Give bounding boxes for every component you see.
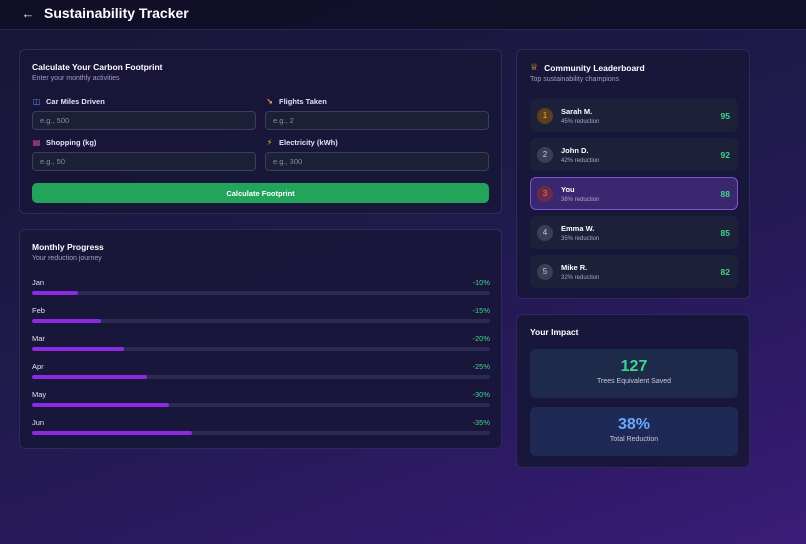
leaderboard-entry[interactable]: 4 Emma W. 35% reduction 85 — [530, 216, 738, 249]
progress-fill — [32, 291, 78, 295]
progress-track — [32, 431, 490, 435]
progress-track — [32, 347, 490, 351]
rank-badge: 4 — [537, 225, 553, 241]
progress-fill — [32, 431, 193, 435]
progress-title: Monthly Progress — [32, 242, 104, 252]
flights-label-text: Flights Taken — [279, 97, 327, 106]
trophy-icon: ♕ — [530, 62, 539, 72]
electricity-label: ⚡ Electricity (kWh) — [265, 138, 338, 147]
electricity-input[interactable] — [265, 152, 489, 171]
progress-track — [32, 291, 490, 295]
leaderboard-card: ♕ Community Leaderboard Top sustainabili… — [516, 49, 750, 299]
entry-reduction: 42% reduction — [561, 158, 600, 164]
entry-name: Emma W. — [561, 224, 595, 233]
rank-badge: 3 — [537, 186, 553, 202]
progress-track — [32, 375, 490, 379]
progress-percent: -25% — [472, 362, 490, 371]
progress-month: Apr — [32, 362, 44, 371]
entry-score: 95 — [720, 111, 730, 121]
progress-row-apr: Apr -25% — [32, 362, 490, 384]
progress-month: Mar — [32, 334, 45, 343]
progress-row-jun: Jun -35% — [32, 418, 490, 440]
entry-score: 92 — [720, 150, 730, 160]
stat-label: Total Reduction — [609, 436, 659, 443]
progress-month: May — [32, 390, 47, 399]
flights-label: ↘ Flights Taken — [265, 97, 327, 106]
leaderboard-header: ♕ Community Leaderboard — [530, 62, 736, 73]
leaderboard-entry-current-user[interactable]: 3 You 38% reduction 88 — [530, 177, 738, 210]
arrow-left-icon[interactable]: ← — [21, 6, 35, 21]
progress-month: Jan — [32, 278, 45, 287]
shopping-label: ▤ Shopping (kg) — [32, 138, 97, 147]
car-miles-input[interactable] — [32, 111, 256, 130]
monthly-progress-card: Monthly Progress Your reduction journey … — [19, 229, 502, 449]
leaderboard-title: Community Leaderboard — [544, 62, 645, 73]
entry-reduction: 35% reduction — [561, 236, 600, 242]
progress-row-may: May -30% — [32, 390, 490, 412]
progress-row-jan: Jan -10% — [32, 278, 490, 300]
progress-percent: -15% — [472, 306, 490, 315]
entry-name: Sarah M. — [561, 107, 593, 116]
calculator-subtitle: Enter your monthly activities — [32, 75, 120, 82]
flights-input[interactable] — [265, 111, 489, 130]
top-bar: ← Sustainability Tracker — [0, 0, 806, 30]
progress-fill — [32, 347, 124, 351]
entry-score: 85 — [720, 228, 730, 238]
leaderboard-entry[interactable]: 2 John D. 42% reduction 92 — [530, 138, 738, 171]
lightning-icon: ⚡ — [266, 138, 273, 147]
stat-label: Trees Equivalent Saved — [596, 378, 672, 385]
entry-name: John D. — [561, 146, 589, 155]
calculate-footprint-button[interactable]: Calculate Footprint — [32, 183, 489, 203]
entry-name: Mike R. — [561, 263, 588, 272]
rank-badge: 2 — [537, 147, 553, 163]
entry-reduction: 38% reduction — [561, 197, 600, 203]
progress-month: Feb — [32, 306, 45, 315]
shopping-input[interactable] — [32, 152, 256, 171]
shopping-bag-icon: ▤ — [32, 138, 41, 147]
progress-month: Jun — [32, 418, 45, 427]
car-miles-label-text: Car Miles Driven — [46, 97, 105, 106]
progress-fill — [32, 319, 101, 323]
entry-reduction: 32% reduction — [561, 275, 600, 281]
electricity-label-text: Electricity (kWh) — [279, 138, 338, 147]
entry-score: 88 — [720, 189, 730, 199]
impact-title: Your Impact — [530, 327, 579, 337]
leaderboard-entry[interactable]: 1 Sarah M. 45% reduction 95 — [530, 99, 738, 132]
progress-row-feb: Feb -15% — [32, 306, 490, 328]
rank-badge: 1 — [537, 108, 553, 124]
entry-name: You — [561, 185, 575, 194]
leaderboard-entry[interactable]: 5 Mike R. 32% reduction 82 — [530, 255, 738, 288]
progress-subtitle: Your reduction journey — [32, 255, 102, 262]
calculator-title: Calculate Your Carbon Footprint — [32, 62, 163, 72]
progress-row-mar: Mar -20% — [32, 334, 490, 356]
page-title: Sustainability Tracker — [44, 5, 189, 21]
total-reduction-stat: 38% Total Reduction — [530, 407, 738, 456]
stat-value: 127 — [620, 358, 648, 375]
rank-badge: 5 — [537, 264, 553, 280]
progress-fill — [32, 375, 147, 379]
carbon-calculator-card: Calculate Your Carbon Footprint Enter yo… — [19, 49, 502, 214]
progress-fill — [32, 403, 170, 407]
entry-reduction: 45% reduction — [561, 119, 600, 125]
progress-percent: -35% — [472, 418, 490, 427]
stat-value: 38% — [617, 416, 651, 433]
trend-down-icon: ↘ — [266, 97, 273, 106]
leaderboard-subtitle: Top sustainability champions — [530, 76, 620, 83]
entry-score: 82 — [720, 267, 730, 277]
impact-card: Your Impact 127 Trees Equivalent Saved 3… — [516, 314, 750, 468]
trees-saved-stat: 127 Trees Equivalent Saved — [530, 349, 738, 398]
progress-percent: -10% — [472, 278, 490, 287]
car-miles-label: ◫ Car Miles Driven — [32, 97, 105, 106]
progress-percent: -20% — [472, 334, 490, 343]
progress-track — [32, 319, 490, 323]
progress-percent: -30% — [472, 390, 490, 399]
progress-track — [32, 403, 490, 407]
car-icon: ◫ — [32, 97, 41, 106]
shopping-label-text: Shopping (kg) — [46, 138, 97, 147]
